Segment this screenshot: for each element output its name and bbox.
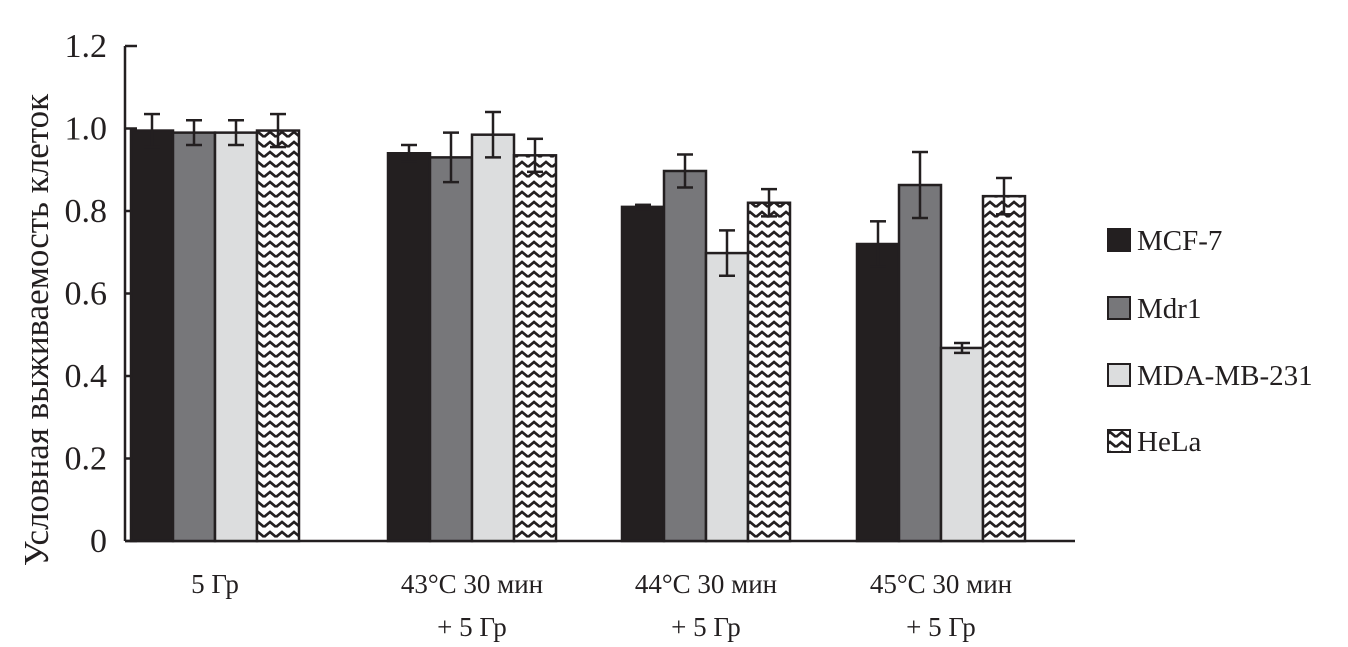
bar-hela (746, 201, 792, 543)
error-bar (401, 143, 417, 163)
error-bar (954, 341, 970, 355)
error-bar (186, 119, 202, 147)
legend-label: HeLa (1137, 426, 1202, 458)
x-tick-label: 43°C 30 мин (401, 569, 543, 599)
y-tick-label: 0.4 (65, 358, 108, 395)
x-tick-label: + 5 Гр (906, 612, 976, 642)
error-bar (527, 137, 543, 174)
error-bar (996, 176, 1012, 216)
x-tick-label: 45°C 30 мин (870, 569, 1012, 599)
y-tick-label: 1.2 (65, 28, 108, 65)
x-tick-label: 5 Гр (191, 569, 239, 599)
bar-mcf-7 (855, 242, 901, 543)
legend-label: MDA-MB-231 (1137, 360, 1313, 392)
error-bar (443, 131, 459, 184)
y-tick-label: 0.6 (65, 276, 108, 313)
error-bar (635, 203, 651, 211)
bar-mdr1 (662, 169, 708, 543)
legend-item: MDA-MB-231 (1107, 360, 1313, 392)
legend-label: MCF-7 (1137, 225, 1222, 257)
legend-swatch (1107, 429, 1131, 453)
legend: MCF-7 Mdr1 MDA-MB-231 HeLa (1107, 225, 1313, 458)
bar-mdr1 (897, 183, 943, 543)
x-tick-label: + 5 Гр (437, 612, 507, 642)
legend-swatch (1107, 296, 1131, 320)
legend-item: HeLa (1107, 426, 1202, 458)
x-tick-label: + 5 Гр (671, 612, 741, 642)
bars (129, 110, 1027, 543)
error-bar (144, 112, 160, 149)
bar-mda-mb-231 (470, 133, 516, 543)
error-bar (677, 153, 693, 189)
error-bar (485, 110, 501, 159)
bar-mcf-7 (386, 152, 432, 543)
y-tick-label: 0.2 (65, 441, 108, 478)
bar-mcf-7 (129, 129, 175, 543)
legend-label: Mdr1 (1137, 293, 1201, 325)
bar-hela (512, 154, 558, 543)
x-tick-label: 44°C 30 мин (635, 569, 777, 599)
legend-swatch (1107, 363, 1131, 387)
legend-item: MCF-7 (1107, 225, 1222, 257)
error-bar (228, 119, 244, 147)
legend-swatch (1107, 228, 1131, 252)
error-bar (912, 150, 928, 220)
bar-mdr1 (428, 156, 474, 543)
error-bar (719, 229, 735, 278)
bar-mda-mb-231 (704, 251, 750, 543)
y-tick-label: 0 (90, 523, 107, 560)
bar-hela (981, 194, 1027, 543)
x-tick-labels: 5 Гр 43°C 30 мин + 5 Гр 44°C 30 мин + 5 Гр 45… (191, 569, 1012, 642)
bar-mdr1 (171, 131, 217, 543)
legend-item: Mdr1 (1107, 293, 1201, 325)
y-tick-label: 1.0 (65, 111, 108, 148)
y-tick-label: 0.8 (65, 193, 108, 230)
bar-mda-mb-231 (939, 346, 985, 543)
error-bar (761, 187, 777, 218)
error-bar (870, 220, 886, 268)
y-axis-label: Условная выживаемость клеток (17, 93, 56, 566)
bar-mcf-7 (620, 205, 666, 543)
error-bar (270, 112, 286, 149)
bar-hela (255, 129, 301, 543)
bar-mda-mb-231 (213, 131, 259, 543)
